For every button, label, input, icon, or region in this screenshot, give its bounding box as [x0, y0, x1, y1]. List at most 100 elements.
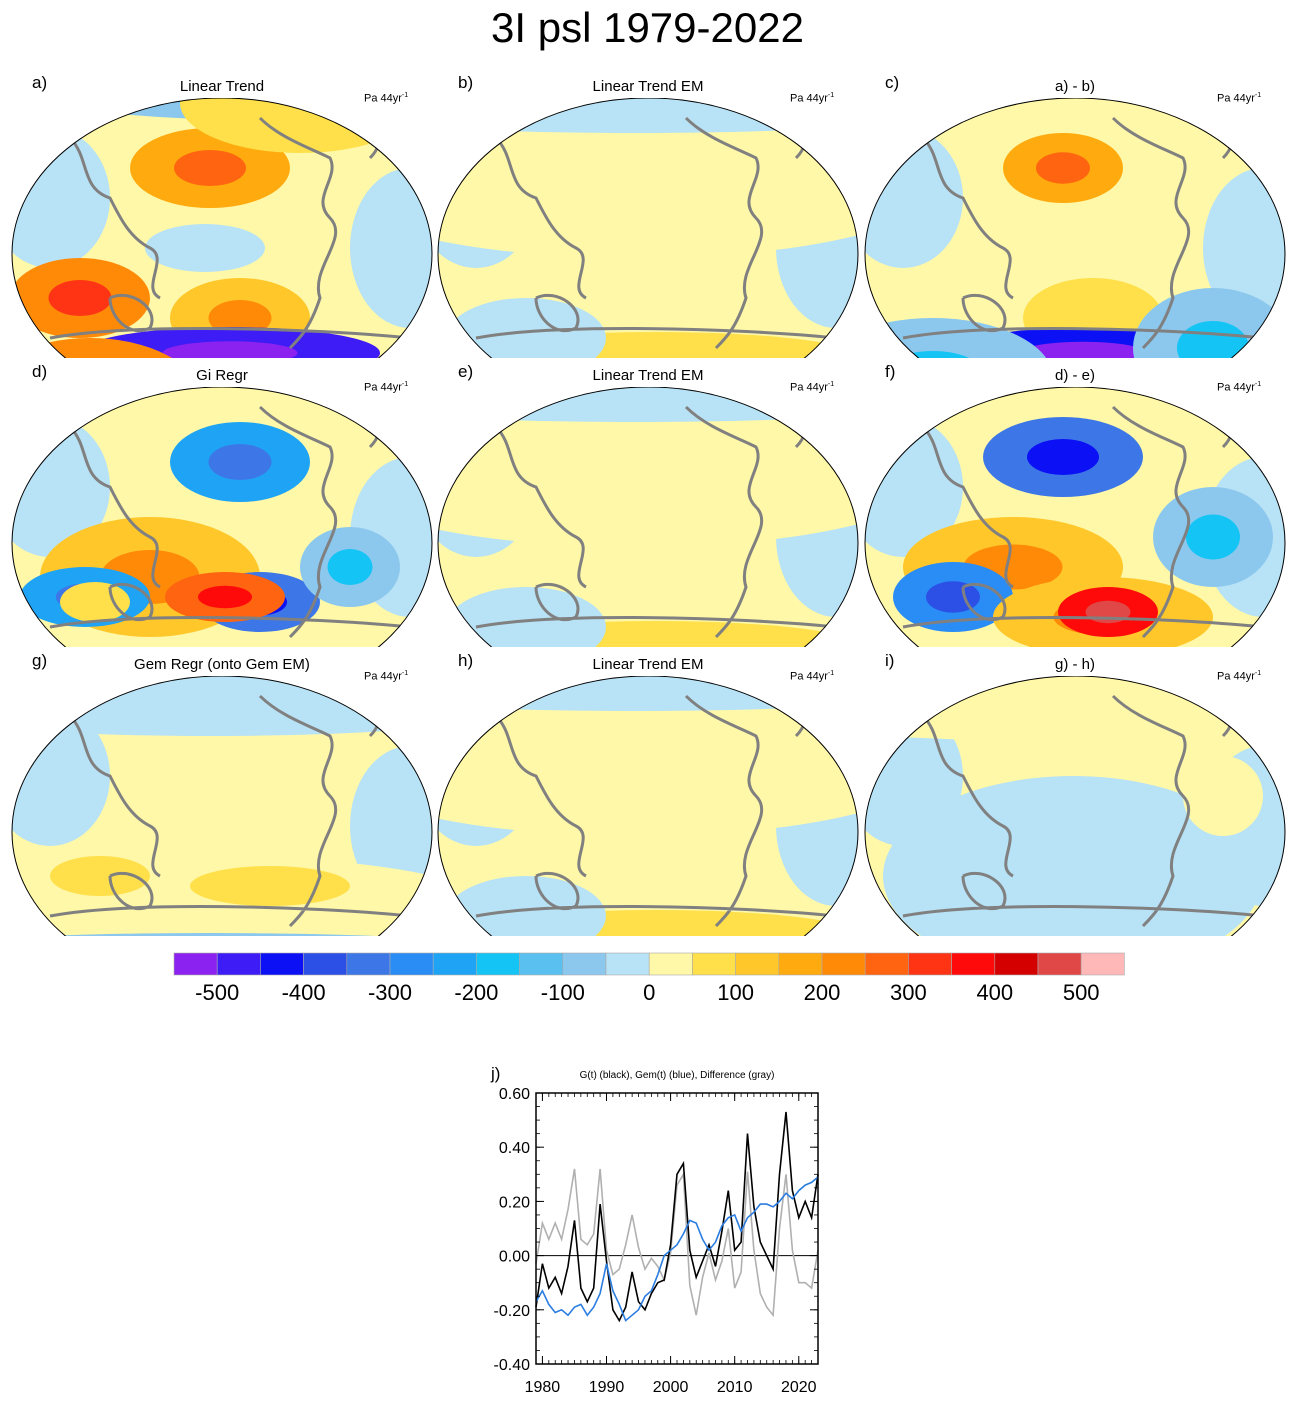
colorbar-swatch	[476, 952, 520, 976]
series-line-difference	[535, 1168, 819, 1318]
coastline	[49, 405, 411, 639]
map-f	[864, 387, 1286, 647]
contour-blob	[438, 407, 858, 547]
colorbar-swatch	[562, 952, 607, 976]
map-i	[864, 676, 1286, 936]
contour-blob	[60, 582, 130, 622]
coastline	[475, 116, 837, 350]
map-outline	[11, 387, 433, 647]
map-c	[864, 98, 1286, 358]
contour-blob	[12, 676, 432, 736]
contour-blob	[1183, 756, 1263, 836]
colorbar-swatch	[216, 952, 261, 976]
map-outline	[437, 676, 859, 936]
map-outline	[437, 98, 859, 358]
timeseries-chart: -0.40 -0.20 0.00 0.20 0.40 0.60 1980 1990 2000 20…	[494, 1086, 819, 1396]
panel-letter: c)	[885, 73, 900, 92]
panel-title: a) - b)	[1054, 78, 1095, 95]
x-tick-label: 2000	[653, 1379, 689, 1396]
colorbar-label: -300	[367, 980, 413, 1005]
contour-blob	[883, 776, 1263, 936]
panel-title: Linear Trend EM	[592, 78, 704, 95]
y-tick-label: 0.40	[499, 1140, 530, 1157]
panel-letter: d)	[32, 362, 48, 381]
colorbar-swatch	[778, 952, 823, 976]
colorbar-swatch	[346, 952, 391, 976]
panel-letter: f)	[885, 362, 896, 381]
coastline	[902, 694, 1264, 928]
colorbar-swatch	[648, 952, 693, 976]
colorbar-swatch	[692, 952, 736, 976]
panel-title: Linear Trend	[179, 78, 265, 95]
map-outline	[864, 98, 1286, 358]
contour-blob	[446, 587, 606, 647]
map-outline	[437, 387, 859, 647]
coastline	[49, 116, 411, 350]
contour-blob	[1186, 514, 1240, 560]
y-tick-label: -0.20	[494, 1303, 531, 1320]
panel-letter: h)	[458, 651, 474, 670]
contour-blob	[446, 876, 606, 936]
series-line-gt	[535, 1111, 819, 1323]
colorbar-swatch	[908, 952, 952, 976]
contour-blob	[350, 746, 432, 906]
map-outline	[864, 387, 1286, 647]
coastline	[49, 694, 411, 928]
y-tick-label: 0.20	[499, 1194, 530, 1211]
contour-blob	[50, 856, 150, 896]
panel-units: Pa 44yr-1	[364, 92, 409, 105]
coastline	[902, 405, 1264, 639]
contour-blob	[1036, 152, 1090, 184]
colorbar-label: -100	[540, 980, 585, 1005]
panel-units: Pa 44yr-1	[790, 670, 835, 683]
contour-blob	[162, 341, 298, 358]
coastline	[902, 116, 1264, 350]
y-tick-label: 0.00	[499, 1249, 530, 1266]
panel-title: g) - h)	[1054, 656, 1095, 673]
colorbar-swatch	[519, 952, 564, 976]
main-title: 3I psl 1979-2022	[491, 4, 804, 51]
panel-units: Pa 44yr-1	[1217, 381, 1262, 394]
colorbar-swatch	[260, 952, 304, 976]
colorbar-label: -200	[454, 980, 499, 1005]
colorbar-label: 500	[1062, 980, 1100, 1005]
contour-blob	[350, 168, 432, 328]
timeseries-title: G(t) (black), Gem(t) (blue), Difference …	[579, 1070, 775, 1081]
colorbar-label: 100	[717, 980, 754, 1005]
contour-blob	[438, 118, 858, 258]
contour-blob	[438, 98, 858, 133]
colorbar-label: -400	[281, 980, 326, 1005]
coastline	[475, 405, 837, 639]
map-outline	[11, 98, 433, 358]
contour-blob	[1203, 168, 1285, 328]
colorbar-swatch	[605, 952, 650, 976]
x-tick-label: 1980	[525, 1379, 561, 1396]
colorbar	[173, 952, 1125, 981]
map-a	[11, 98, 433, 358]
colorbar-swatch	[303, 952, 348, 976]
panel-units: Pa 44yr-1	[790, 92, 835, 105]
contour-blob	[327, 549, 373, 585]
panel-letter: g)	[32, 651, 48, 670]
x-tick-label: 1990	[589, 1379, 625, 1396]
panel-title: Linear Trend EM	[592, 656, 704, 673]
x-tick-label: 2010	[717, 1379, 753, 1396]
map-outline	[864, 676, 1286, 936]
x-tick-label: 2020	[781, 1379, 817, 1396]
colorbar-swatch	[994, 952, 1039, 976]
panel-units: Pa 44yr-1	[364, 381, 409, 394]
panel-title: Linear Trend EM	[592, 367, 704, 384]
y-tick-label: 0.60	[499, 1086, 530, 1103]
panel-units: Pa 44yr-1	[790, 381, 835, 394]
panel-letter: b)	[458, 73, 474, 92]
map-outline	[11, 676, 433, 936]
panel-units: Pa 44yr-1	[1217, 670, 1262, 683]
panel-units: Pa 44yr-1	[364, 670, 409, 683]
colorbar-swatch	[821, 952, 866, 976]
contour-blob	[438, 676, 858, 711]
map-b	[437, 98, 859, 358]
contour-blob	[190, 866, 350, 906]
contour-blob	[208, 444, 272, 480]
panel-units: Pa 44yr-1	[1217, 92, 1262, 105]
y-tick-label: -0.40	[494, 1357, 531, 1374]
